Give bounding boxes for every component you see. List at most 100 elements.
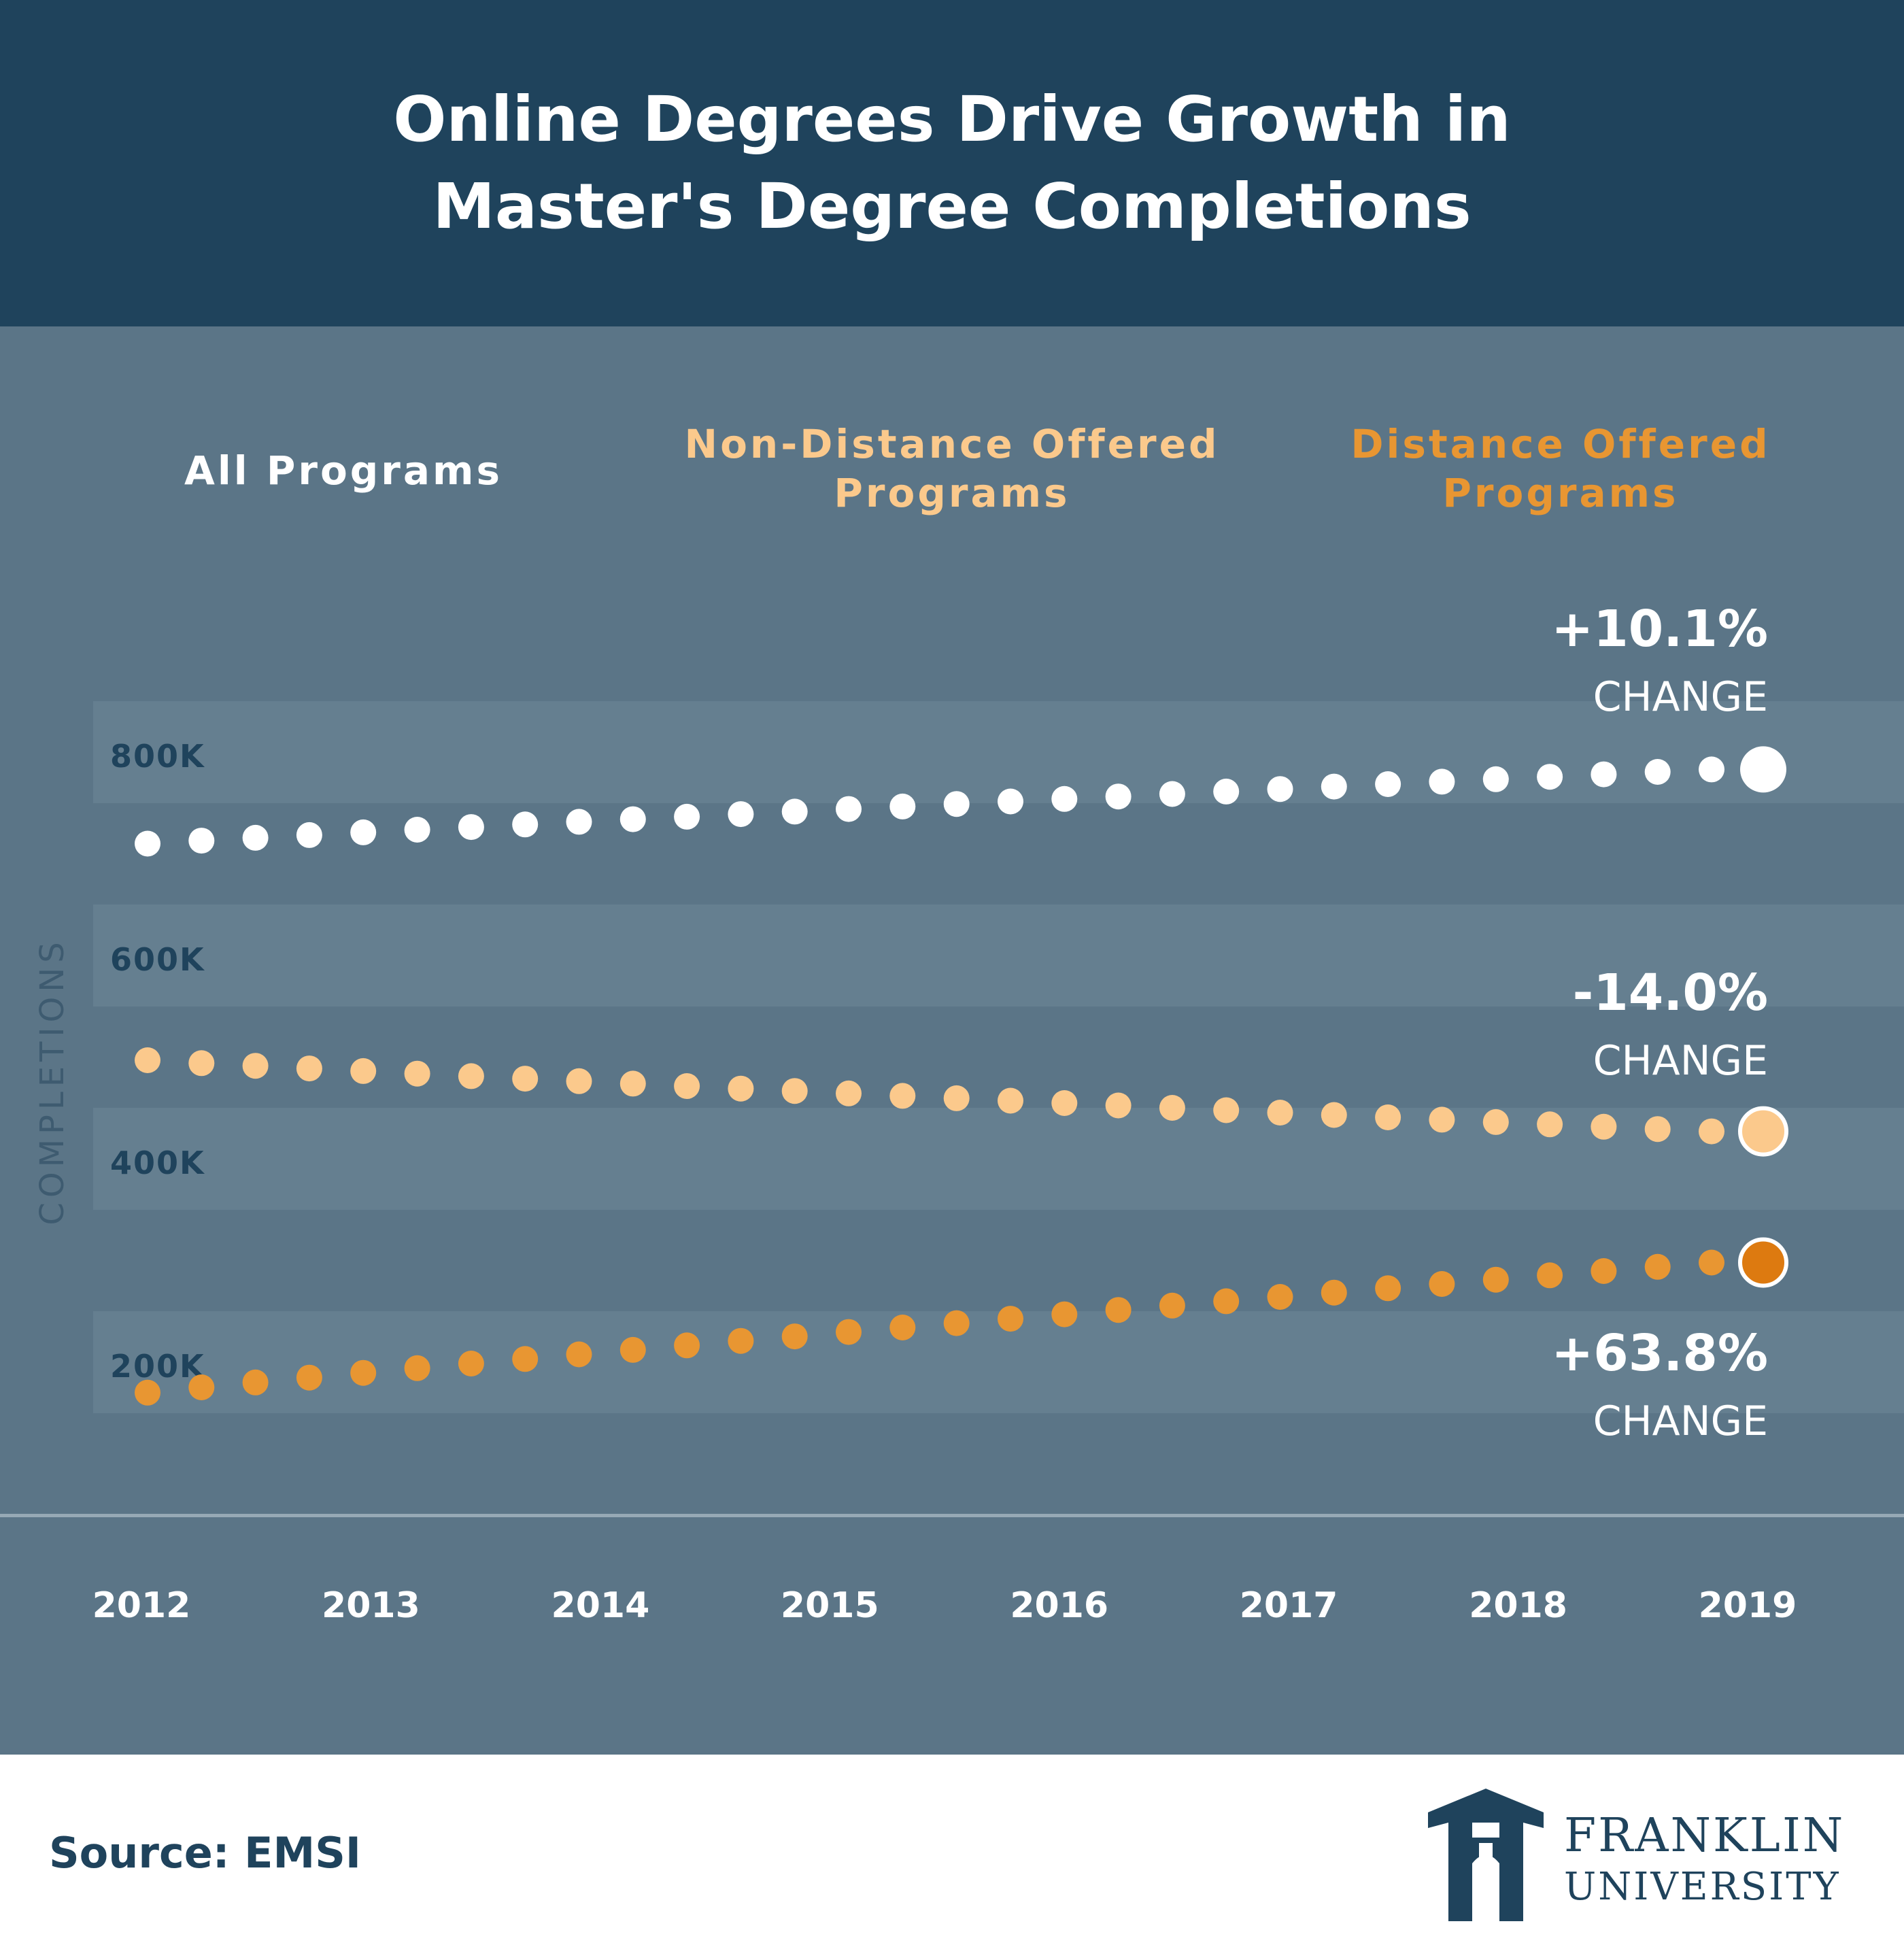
data-point (781, 1078, 808, 1104)
data-point (1482, 766, 1509, 792)
data-point (998, 1087, 1023, 1114)
data-point (1267, 1284, 1293, 1310)
data-point (1267, 1100, 1293, 1126)
x-tick-label: 2013 (322, 1585, 420, 1626)
data-point (188, 828, 215, 854)
change-label: CHANGE (1593, 1398, 1768, 1445)
data-point (943, 1310, 970, 1336)
data-point (188, 1050, 215, 1077)
data-point (836, 796, 862, 822)
data-point (1051, 785, 1078, 812)
data-point (1105, 783, 1132, 810)
data-point (350, 1058, 377, 1084)
data-point (458, 1351, 484, 1376)
data-point (1375, 1104, 1401, 1130)
data-point (1105, 1092, 1132, 1119)
data-point (1213, 1097, 1240, 1123)
data-point (1213, 1288, 1240, 1315)
data-point (619, 806, 646, 832)
data-point (512, 1346, 539, 1372)
source-note: Source: EMSI (49, 1828, 361, 1878)
data-point (889, 793, 916, 819)
data-point (1537, 1111, 1563, 1138)
data-point (458, 1063, 484, 1089)
x-tick-label: 2012 (92, 1585, 191, 1626)
data-point (1644, 759, 1671, 785)
data-point (1644, 1116, 1671, 1143)
data-point (404, 1060, 430, 1087)
data-point (566, 809, 592, 835)
x-tick-label: 2019 (1699, 1585, 1797, 1626)
end-point (1740, 746, 1786, 793)
data-point (135, 1047, 160, 1073)
data-point (404, 817, 430, 843)
data-point (781, 798, 808, 825)
data-point (404, 1355, 430, 1381)
data-point (728, 801, 754, 828)
data-point (296, 1055, 322, 1082)
logo-word-university: UNIVERSITY (1564, 1865, 1841, 1909)
data-point (458, 814, 484, 841)
data-point (512, 1066, 539, 1092)
data-point (1591, 1113, 1617, 1140)
data-point (781, 1323, 808, 1350)
franklin-logo: FRANKLIN UNIVERSITY (1428, 1782, 1863, 1925)
data-point (296, 822, 322, 848)
data-point (296, 1364, 322, 1391)
data-point (674, 803, 700, 830)
legend-line: Programs (834, 470, 1070, 516)
change-value: -14.0% (1573, 964, 1768, 1022)
data-point (512, 811, 539, 838)
end-point (1738, 1106, 1788, 1157)
franklin-crest-icon (1428, 1789, 1544, 1921)
data-point (350, 1359, 377, 1386)
x-tick-label: 2017 (1240, 1585, 1338, 1626)
data-point (674, 1073, 700, 1099)
data-point (566, 1341, 592, 1368)
data-point (242, 1369, 269, 1396)
data-point (1537, 764, 1563, 790)
data-point (242, 824, 269, 851)
data-point (566, 1068, 592, 1094)
data-point (836, 1319, 862, 1345)
legend-line: Non-Distance Offered (685, 421, 1220, 467)
data-point (1537, 1262, 1563, 1289)
gridband (93, 1311, 1904, 1413)
data-point (1159, 1292, 1185, 1319)
data-point (1159, 1095, 1185, 1121)
gridband (93, 1108, 1904, 1210)
y-axis-label: COMPLETIONS (33, 937, 71, 1225)
x-tick-label: 2018 (1469, 1585, 1567, 1626)
data-point (1321, 1279, 1347, 1306)
change-value: +10.1% (1551, 600, 1768, 658)
legend-entry: All Programs (184, 447, 503, 494)
data-point (728, 1075, 754, 1102)
data-point (1051, 1301, 1078, 1327)
chart-title: Online Degrees Drive Growth in Master's … (170, 76, 1734, 250)
data-point (1699, 1118, 1724, 1145)
data-point (1051, 1090, 1078, 1116)
data-point (350, 819, 377, 845)
data-point (1482, 1109, 1509, 1135)
data-point (1429, 1271, 1455, 1297)
gridband (93, 904, 1904, 1007)
title-line-2: Master's Degree Completions (432, 170, 1472, 243)
data-point (998, 788, 1023, 815)
data-point (943, 791, 970, 817)
data-point (1321, 773, 1347, 800)
y-tick-label: 600K (110, 941, 205, 978)
data-point (135, 1379, 160, 1406)
data-point (1591, 761, 1617, 788)
data-point (943, 1085, 970, 1111)
data-point (889, 1083, 916, 1109)
data-point (1644, 1253, 1671, 1280)
legend-line: Distance Offered (1350, 421, 1770, 467)
x-tick-label: 2016 (1010, 1585, 1108, 1626)
data-point (135, 830, 160, 857)
legend-line: All Programs (184, 447, 503, 494)
change-label: CHANGE (1593, 1037, 1768, 1085)
y-tick-label: 800K (110, 738, 205, 775)
data-point (1267, 776, 1293, 802)
x-axis-line (0, 1514, 1904, 1517)
data-point (1159, 781, 1185, 807)
